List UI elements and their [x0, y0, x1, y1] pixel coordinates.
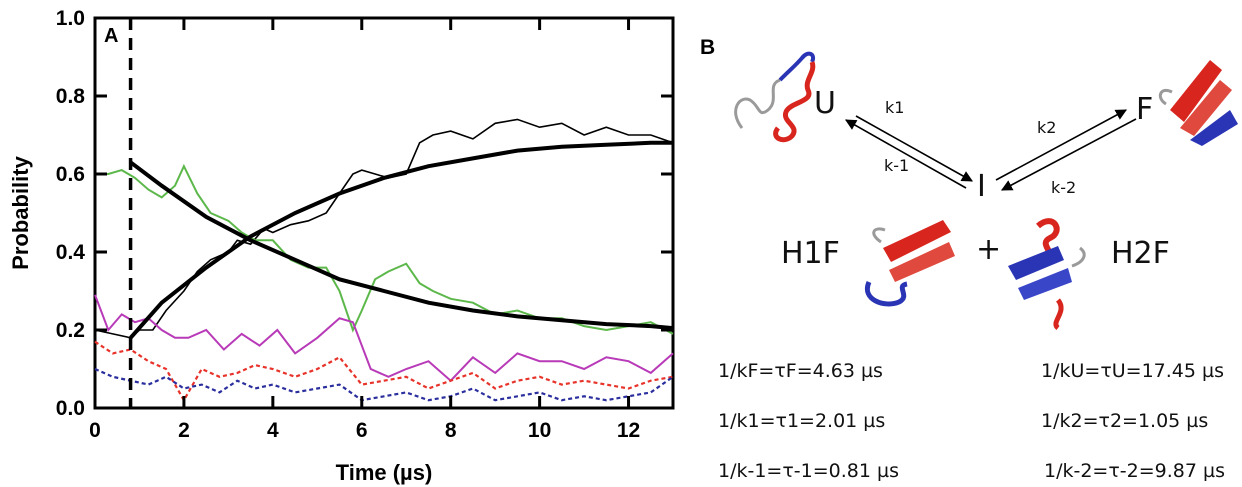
x-tick-label: 8 [445, 419, 457, 442]
y-tick-label: 0.6 [56, 163, 85, 186]
y-tick-label: 0.8 [56, 85, 86, 108]
series-layer [94, 18, 674, 408]
k-2-arrow [1001, 118, 1137, 191]
h2f-protein-image [1008, 218, 1086, 330]
rate-k-1: k-1 [884, 156, 910, 175]
probability-chart: 0 2 4 6 8 10 120.00.20.40.60.81.0 A Time (µs) … [8, 7, 675, 485]
k-1-arrow [845, 119, 967, 189]
plot-frame [93, 16, 675, 410]
series-line-2 [94, 294, 674, 383]
series-line-6 [129, 160, 674, 331]
plot-area [93, 16, 675, 410]
rate-k-2: k-2 [1051, 178, 1077, 197]
y-tick-label: 0.0 [56, 397, 85, 420]
state-h2f: H2F [1111, 236, 1170, 271]
y-tick-label: 0.2 [56, 319, 85, 342]
x-tick-label: 6 [356, 419, 368, 442]
panel-a-label: A [104, 25, 118, 47]
eq-k-2: 1/k-2=τ-2=9.87 µs [1044, 460, 1225, 482]
x-tick-label: 10 [528, 419, 551, 442]
eq-k2: 1/k2=τ2=1.05 µs [1041, 410, 1209, 432]
state-u: U [814, 86, 836, 121]
state-h1f: H1F [781, 236, 840, 271]
y-axis-label: Probability [8, 155, 33, 269]
axis-layer: 0 2 4 6 8 10 12 0.0 0.2 0.4 0.6 0.8 1.0 [56, 7, 673, 442]
kinetic-scheme-panel: B U F I H1F + H2 [680, 0, 1242, 487]
x-tick-label: 0 [89, 419, 101, 442]
k1-arrow [855, 115, 973, 182]
x-tick-label: 4 [267, 419, 279, 442]
series-line-5 [129, 140, 673, 340]
rate-k2: k2 [1037, 118, 1057, 137]
h1f-protein-image [864, 220, 955, 307]
series-line-0 [94, 118, 674, 339]
eq-kf: 1/kF=τF=4.63 µs [718, 360, 883, 382]
k2-arrow [995, 109, 1127, 181]
x-tick-label: 2 [178, 419, 190, 442]
unfolded-protein-image [734, 51, 816, 143]
rate-k1: k1 [885, 98, 905, 117]
plus-sign: + [976, 232, 1002, 267]
y-tick-label: 0.4 [56, 241, 86, 264]
series-line-3 [94, 340, 674, 403]
reaction-arrows [845, 109, 1137, 191]
state-f: F [1136, 92, 1154, 127]
folded-protein-image [1158, 60, 1238, 146]
eq-k-1: 1/k-1=τ-1=0.81 µs [718, 460, 899, 482]
eq-k1: 1/k1=τ1=2.01 µs [718, 410, 886, 432]
eq-ku: 1/kU=τU=17.45 µs [1041, 360, 1225, 382]
x-tick-label: 12 [617, 419, 640, 442]
y-tick-label: 1.0 [56, 7, 85, 30]
x-axis-label: Time (µs) [336, 460, 433, 485]
state-i: I [977, 169, 986, 204]
panel-b-label: B [700, 36, 716, 59]
